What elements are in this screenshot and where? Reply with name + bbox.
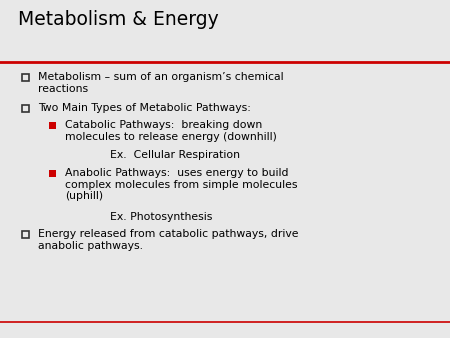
Text: Metabolism – sum of an organism’s chemical
reactions: Metabolism – sum of an organism’s chemic… [38, 72, 284, 94]
Bar [49, 170, 55, 177]
Text: Energy released from catabolic pathways, drive
anabolic pathways.: Energy released from catabolic pathways,… [38, 229, 298, 250]
Bar [22, 74, 28, 81]
Text: Ex.  Cellular Respiration: Ex. Cellular Respiration [110, 150, 240, 161]
Text: Metabolism & Energy: Metabolism & Energy [18, 10, 219, 29]
Text: Anabolic Pathways:  uses energy to build
complex molecules from simple molecules: Anabolic Pathways: uses energy to build … [65, 168, 297, 201]
Bar [22, 231, 28, 238]
Text: Ex. Photosynthesis: Ex. Photosynthesis [110, 212, 212, 221]
Text: Two Main Types of Metabolic Pathways:: Two Main Types of Metabolic Pathways: [38, 103, 251, 113]
Bar [22, 105, 28, 112]
Text: Catabolic Pathways:  breaking down
molecules to release energy (downhill): Catabolic Pathways: breaking down molecu… [65, 121, 277, 142]
Bar [49, 122, 55, 129]
